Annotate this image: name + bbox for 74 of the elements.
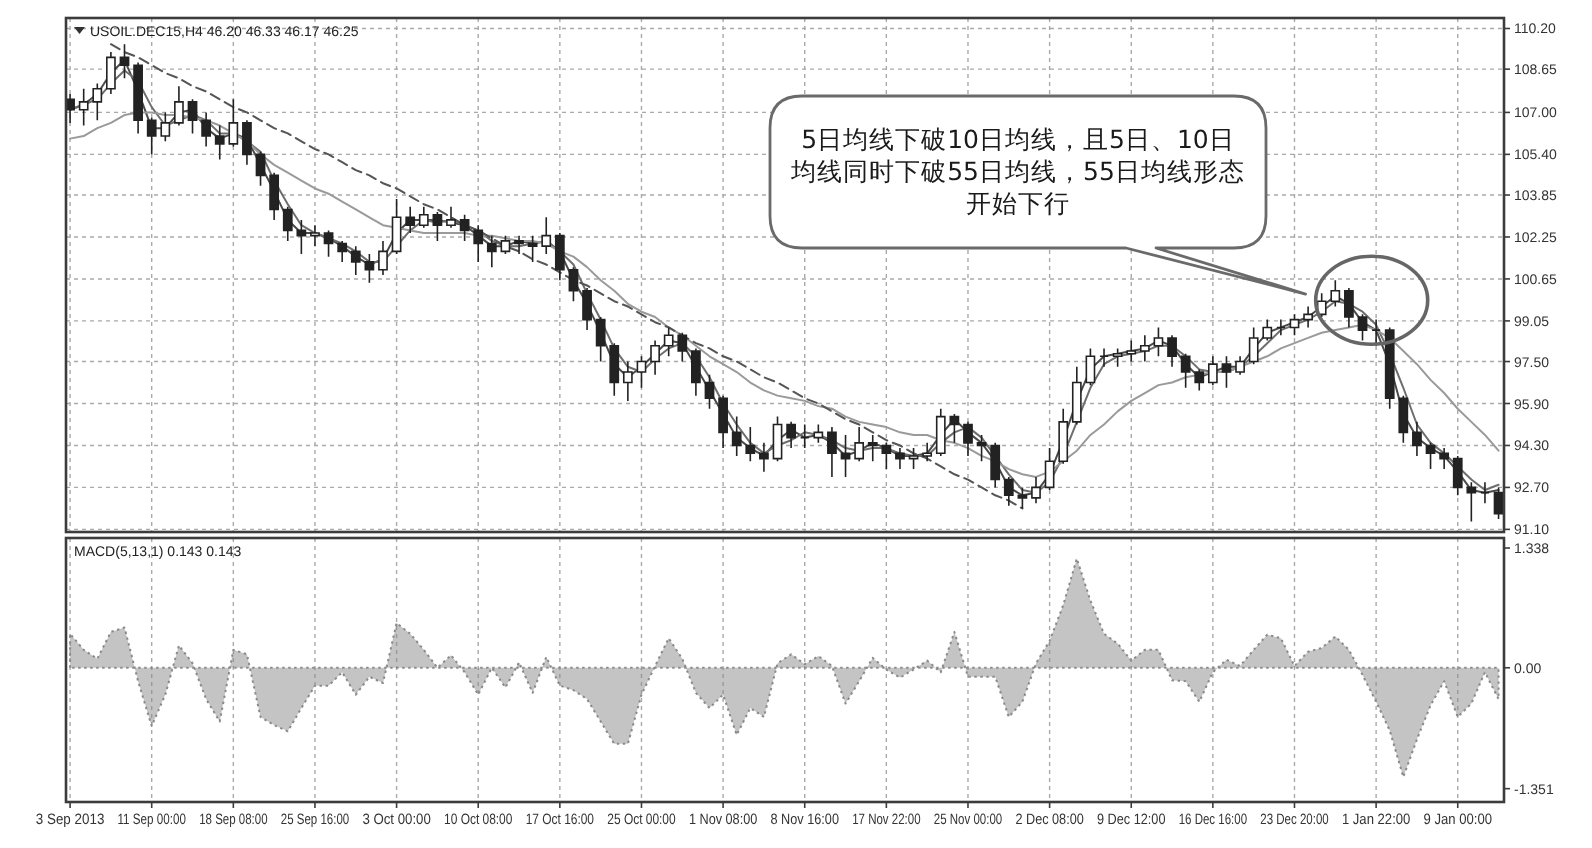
candlestick [119, 43, 130, 80]
candlestick [854, 426, 865, 462]
candlestick [704, 373, 715, 410]
candlestick [799, 423, 810, 449]
candlestick [1303, 305, 1313, 329]
candlestick [378, 240, 388, 276]
candlestick [813, 423, 824, 444]
candlestick [827, 426, 837, 478]
candlestick [65, 93, 75, 124]
candlestick [446, 206, 456, 229]
candlestick [500, 234, 511, 255]
candlestick [1031, 476, 1041, 504]
candlestick [323, 229, 334, 258]
candlestick [269, 171, 280, 221]
candlestick [622, 360, 633, 402]
candlestick [337, 240, 348, 263]
candlestick [786, 421, 796, 449]
candlestick [514, 234, 524, 255]
candlestick [310, 224, 320, 247]
candlestick [1099, 347, 1109, 368]
candlestick [636, 355, 647, 389]
candlestick [949, 413, 960, 444]
candlestick [554, 232, 565, 282]
candlestick [650, 339, 660, 376]
candlestick [201, 111, 211, 148]
candlestick [1344, 287, 1354, 329]
candlestick [1235, 355, 1245, 376]
candlestick [840, 434, 851, 478]
candlestick [1289, 313, 1300, 337]
candlestick [1207, 355, 1218, 386]
candlestick [133, 61, 143, 135]
candlestick [976, 434, 987, 462]
candlestick [242, 119, 252, 166]
candlestick [1017, 486, 1028, 510]
candlestick [1480, 481, 1490, 504]
candlestick [187, 98, 198, 135]
candlestick [895, 447, 905, 470]
candlestick [759, 442, 769, 473]
candlestick [1412, 421, 1422, 457]
candlestick [1153, 326, 1164, 358]
candlestick [1085, 347, 1096, 386]
candlestick [432, 211, 443, 242]
candlestick [255, 150, 266, 187]
candlestick [1357, 313, 1368, 342]
candlestick [1139, 334, 1150, 363]
candlestick [1221, 355, 1232, 389]
candlestick [391, 198, 402, 255]
candlestick [935, 407, 946, 457]
candlestick [1003, 476, 1014, 507]
candlestick [772, 415, 783, 462]
candlestick [405, 206, 416, 234]
candlestick [418, 206, 429, 229]
candlestick [990, 442, 1001, 489]
candlestick [718, 394, 728, 449]
candlestick [963, 421, 973, 457]
candlestick [1167, 334, 1177, 368]
candlestick [486, 234, 497, 268]
candlestick [568, 266, 579, 303]
candlestick [1071, 365, 1082, 426]
candlestick [1439, 447, 1450, 470]
candlestick [1058, 407, 1069, 465]
candlestick [922, 442, 933, 462]
candlestick [1044, 447, 1055, 491]
candlestick [1276, 318, 1286, 337]
candlestick [908, 447, 919, 470]
candlestick [1371, 318, 1381, 347]
candlestick [691, 347, 701, 397]
candlestick [106, 51, 116, 95]
candlestick [582, 287, 592, 331]
candlestick [350, 245, 361, 276]
annotation: 5日均线下破10日均线，且5日、10日均线同时下破55日均线，55日均线形态开始下行 [789, 124, 1245, 218]
candlestick [364, 253, 375, 284]
candlestick [174, 85, 184, 127]
candlestick [1425, 442, 1436, 470]
